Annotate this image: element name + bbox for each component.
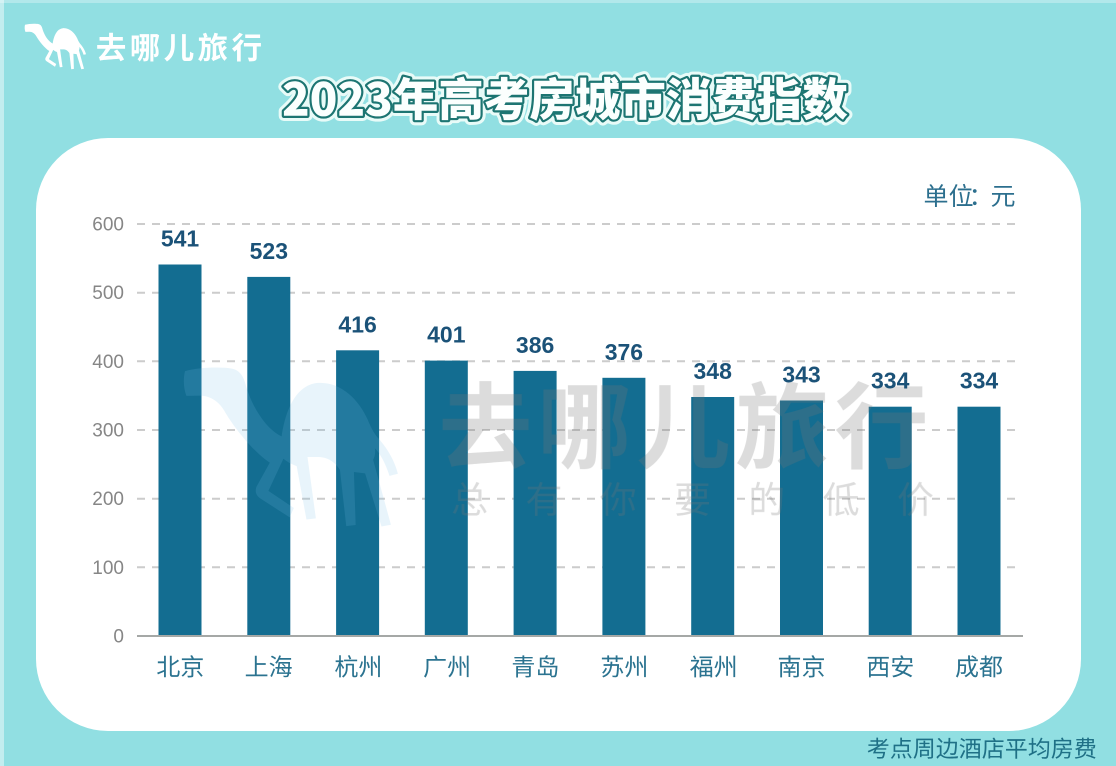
svg-text:400: 400 — [92, 352, 124, 373]
svg-text:523: 523 — [250, 238, 288, 264]
svg-text:343: 343 — [782, 362, 820, 388]
svg-text:386: 386 — [516, 332, 554, 358]
svg-text:600: 600 — [92, 215, 124, 236]
svg-text:200: 200 — [92, 489, 124, 510]
svg-text:401: 401 — [427, 322, 466, 348]
svg-text:100: 100 — [92, 558, 124, 579]
svg-text:416: 416 — [338, 311, 376, 337]
svg-text:541: 541 — [161, 226, 200, 252]
svg-text:500: 500 — [92, 283, 124, 304]
svg-text:0: 0 — [113, 627, 124, 648]
svg-text:376: 376 — [605, 339, 643, 365]
svg-text:334: 334 — [871, 368, 910, 394]
svg-text:348: 348 — [694, 358, 733, 384]
svg-text:300: 300 — [92, 421, 124, 442]
svg-text:334: 334 — [960, 368, 999, 394]
